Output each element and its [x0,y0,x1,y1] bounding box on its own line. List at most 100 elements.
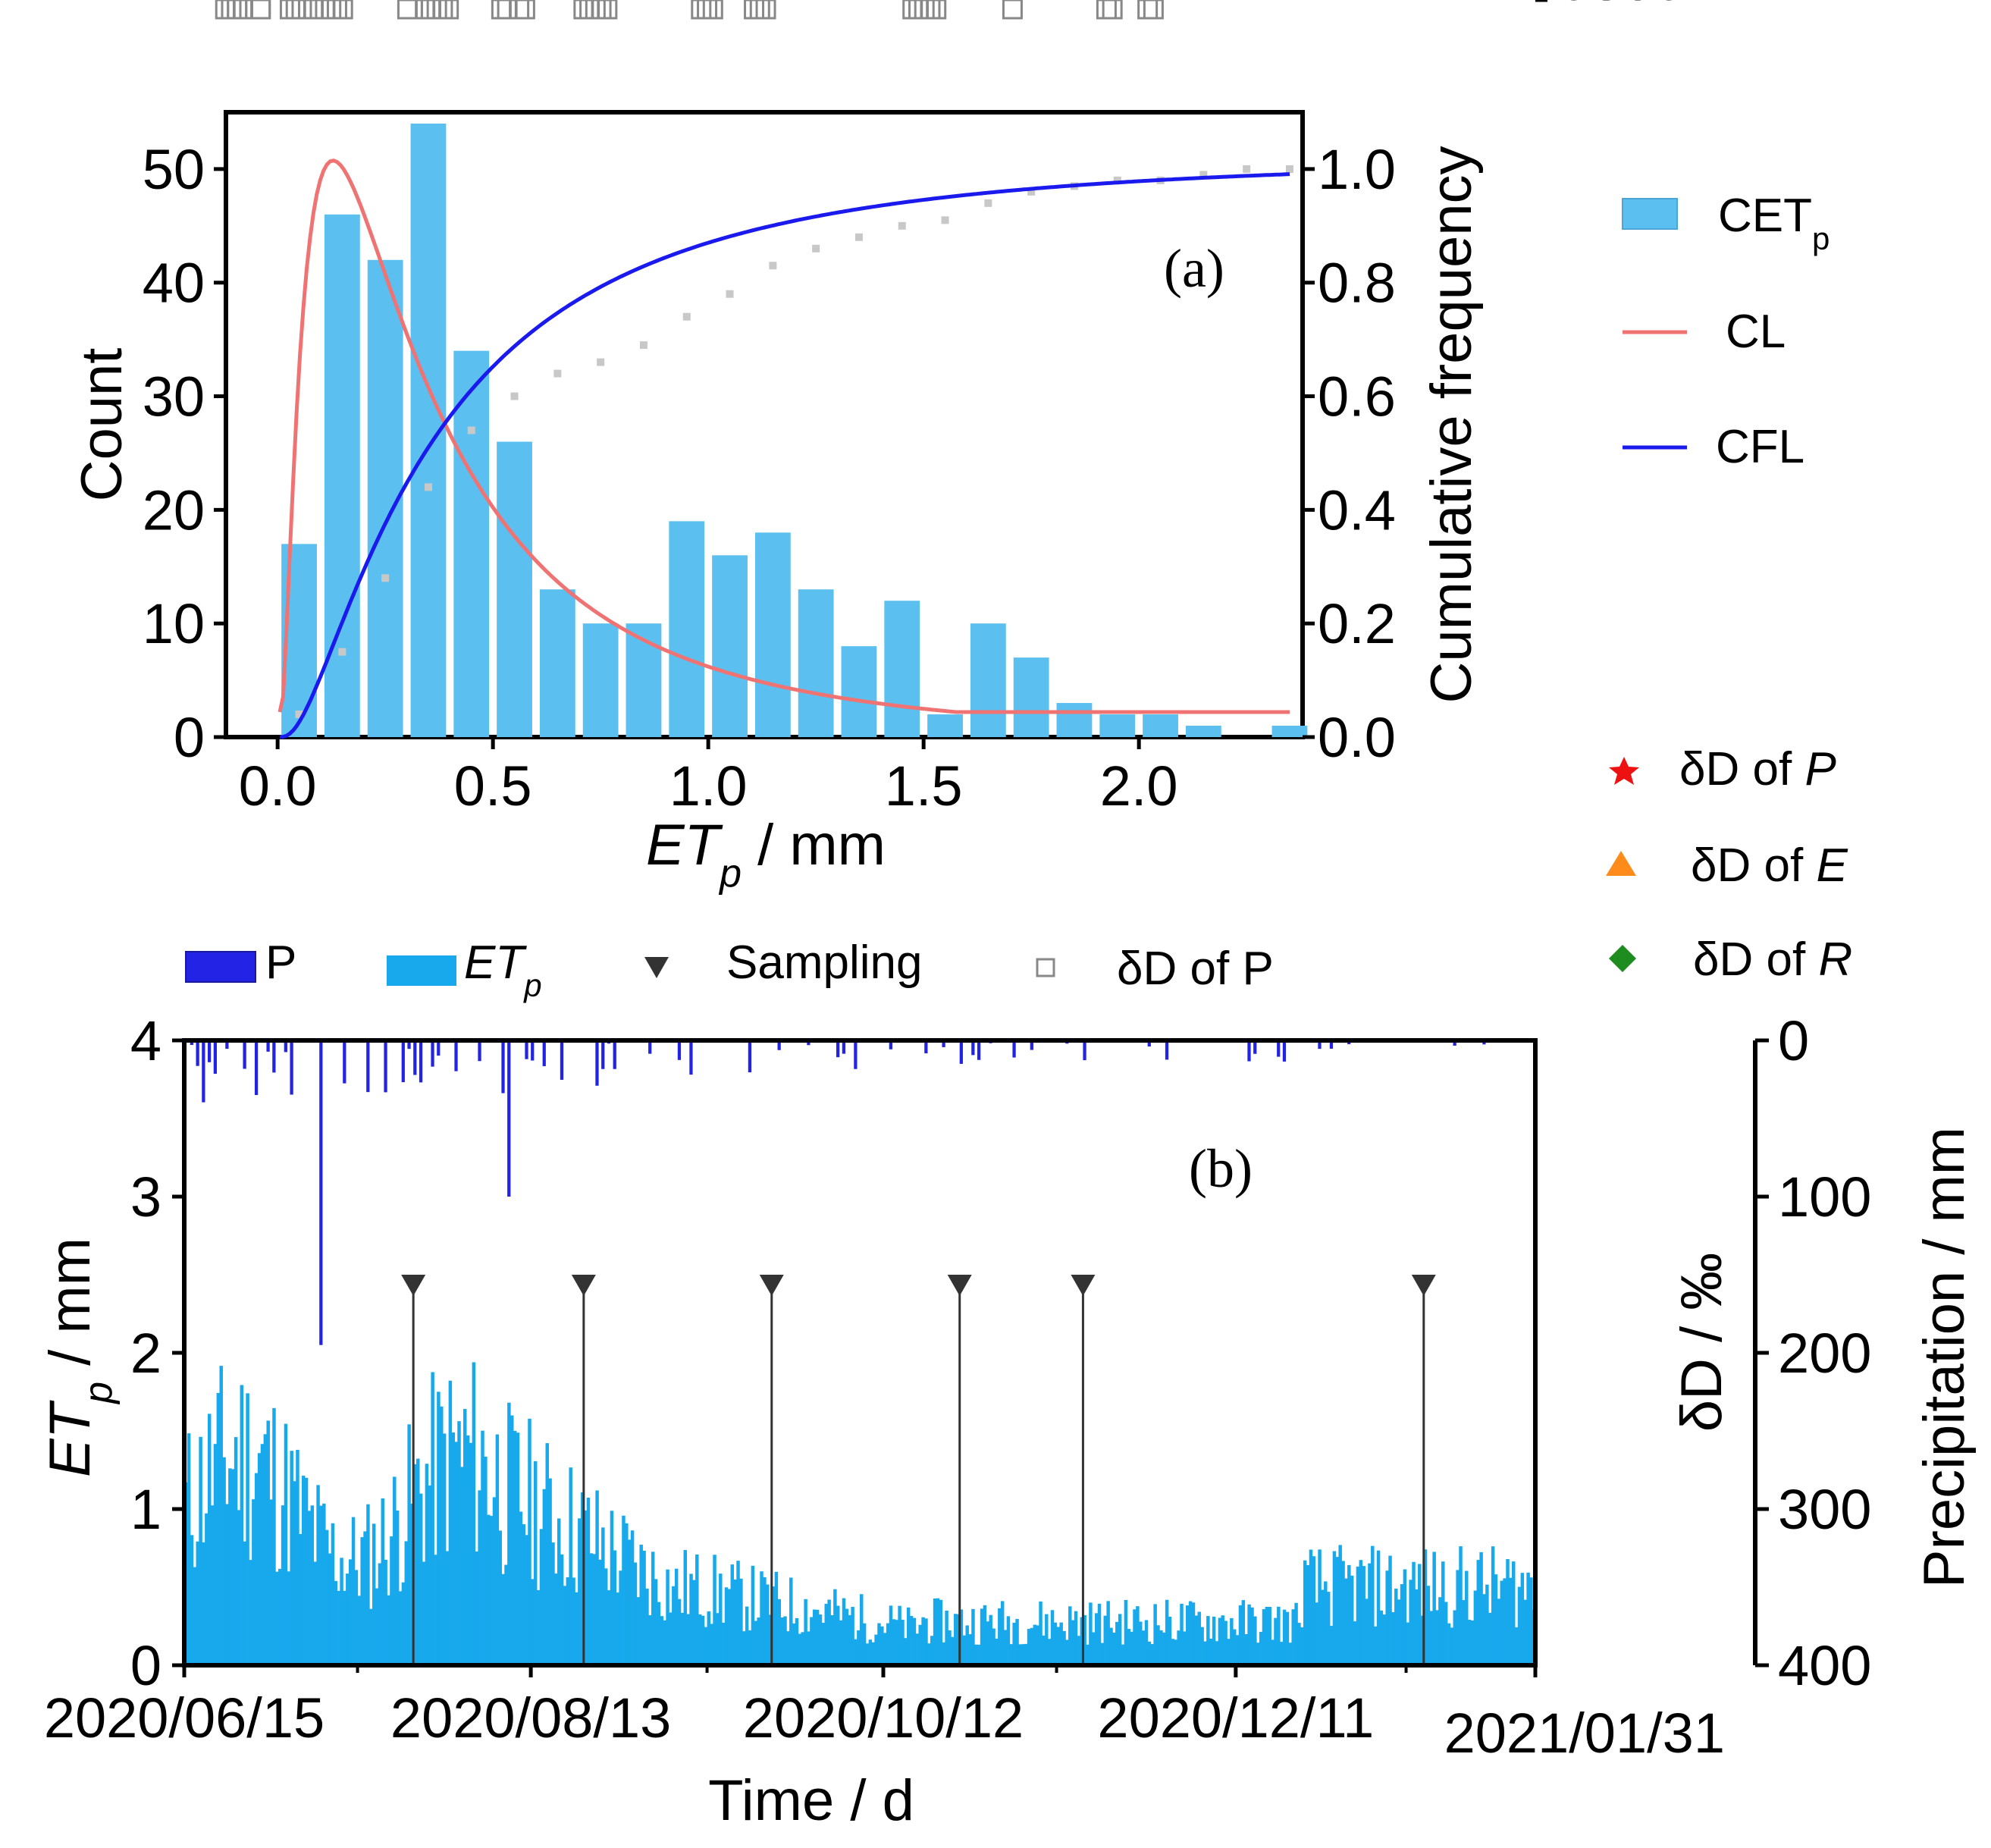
etp-bar [1156,1625,1160,1665]
etp-bar [1526,1572,1530,1665]
precip-bar [290,1040,293,1095]
etp-bar [1197,1611,1201,1665]
etp-bar [554,1573,558,1665]
precip-bar [648,1040,652,1054]
sample-legend: δD of P δD of E δD of R [1606,743,1852,986]
etp-bar [193,1567,197,1665]
etp-bar [1447,1623,1451,1665]
dd-p-square [597,0,618,20]
etp-bar [1406,1622,1410,1665]
cumulative-point [424,483,432,491]
etp-bar [202,1542,205,1665]
etp-bar [627,1539,632,1665]
etp-bar [1174,1639,1177,1665]
panel-b-x-axis-title: Time / d [708,1768,914,1833]
etp-bar [357,1595,362,1665]
precip-bar [1253,1040,1257,1054]
etp-bar [1309,1549,1313,1665]
etp-bar [310,1505,315,1665]
etp-bar [1432,1552,1436,1665]
precip-bar [407,1040,411,1050]
dd-p-square [573,0,594,20]
etp-bar [466,1435,470,1665]
etp-bar [1265,1606,1269,1665]
etp-bar [636,1597,641,1665]
etp-bar [290,1451,293,1665]
etp-bar [1409,1580,1413,1665]
dd-p-square [438,0,459,20]
etp-bar [774,1571,779,1665]
precip-bar [196,1040,199,1066]
etp-bar [237,1510,241,1665]
histogram-bar [669,521,705,737]
etp-bar [813,1609,817,1665]
etp-bar [1500,1580,1503,1665]
dd-p-square [914,0,935,20]
panel-b-etp-bars [184,1362,1536,1665]
etp-bar [331,1523,335,1665]
etp-bar [953,1614,958,1665]
cumulative-point [597,358,605,366]
etp-bar [1506,1558,1510,1665]
precip-bar [748,1040,752,1073]
y-left-tick-label: 20 [143,478,205,541]
etp-bar [721,1622,726,1665]
legend-cl-label: CL [1726,306,1786,358]
legend-cetp-swatch [1622,198,1678,230]
precip-bar [542,1040,546,1066]
etp-bar [340,1558,343,1665]
etp-bar [642,1551,646,1665]
y-left-tick-label: 0 [174,706,205,769]
sampling-marker [401,1275,426,1296]
etp-bar [207,1413,212,1665]
etp-bar [1150,1644,1154,1665]
etp-bar [633,1562,638,1665]
precip-bar [1165,1040,1169,1060]
etp-bar [701,1615,705,1665]
panel-b-legend: P ETp Sampling δD of P [185,937,1274,1003]
etp-bar [1294,1602,1298,1665]
panel-a-x-axis-title: ETp / mm [646,813,886,896]
etp-bar [930,1636,934,1665]
etp-bar [1224,1621,1228,1665]
etp-bar [572,1577,575,1665]
x-tick-label: 0.0 [239,755,317,817]
etp-bar [704,1627,708,1665]
etp-bar [1194,1615,1199,1665]
etp-bar [487,1514,491,1665]
etp-bar [254,1473,259,1665]
etp-bar [539,1529,544,1665]
etp-bar [284,1423,288,1665]
etp-bar [1147,1641,1152,1665]
dd-p-square [755,0,776,20]
etp-bar [924,1618,928,1665]
y-right-tick-label: 0.0 [1318,706,1396,769]
legend-dd-e-label: δD of E [1691,839,1848,892]
etp-bar [404,1541,409,1665]
etp-bar [222,1457,226,1665]
etp-bar [1426,1586,1431,1665]
dd-p-square [250,0,271,20]
precip-bar [1329,1040,1334,1049]
legend-dd-p-square-icon [1036,958,1055,977]
etp-bar [413,1464,417,1665]
sampling-marker [759,1275,784,1296]
etp-bar [457,1421,461,1665]
dd-p-square [279,0,300,20]
etp-bar [860,1594,864,1665]
etp-bar [824,1604,828,1665]
y-right-tick-label: 0.4 [1318,478,1396,541]
etp-bar [1000,1601,1005,1665]
etp-bar [1018,1644,1022,1665]
etp-bar [1065,1639,1069,1665]
etp-bar [1009,1644,1014,1665]
etp-bar [234,1437,238,1665]
etp-bar [845,1608,849,1665]
dd-p-square [585,0,606,20]
etp-bar [533,1461,538,1665]
cumulative-point [769,262,777,270]
etp-bar [601,1527,605,1665]
etp-bar [463,1409,467,1665]
etp-bar [375,1588,379,1665]
